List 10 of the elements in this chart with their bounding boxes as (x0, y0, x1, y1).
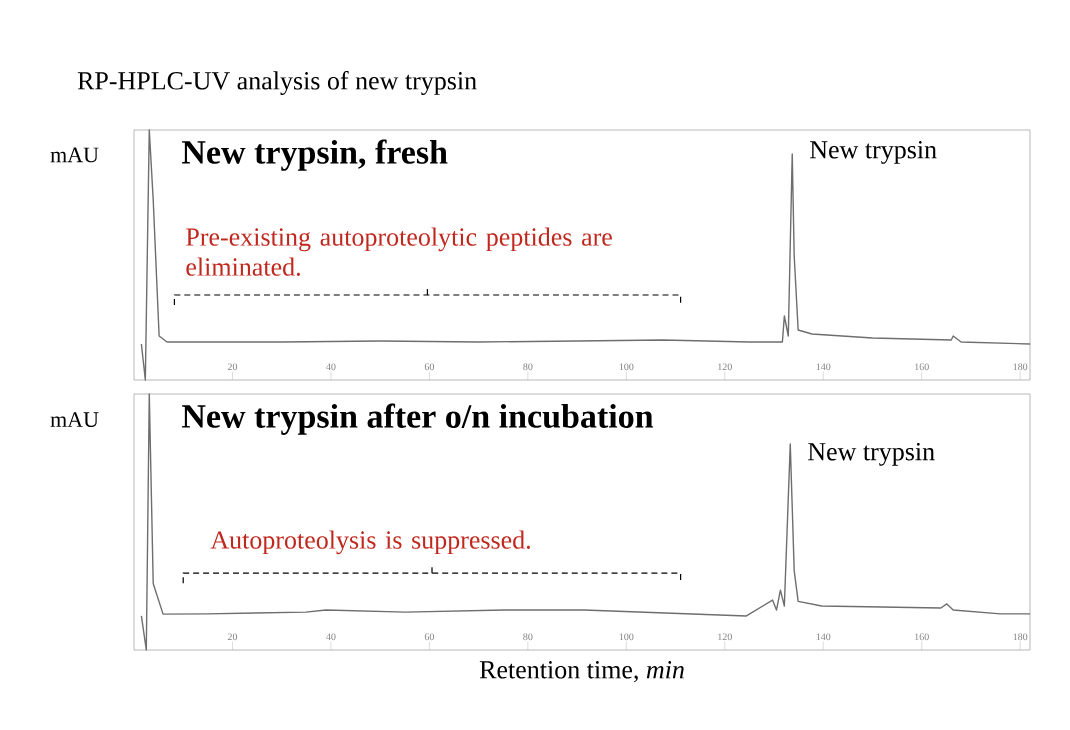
annotation: Autoproteolysis is suppressed. (210, 530, 530, 555)
chart-subtitle: New trypsin, fresh (182, 139, 448, 171)
x-axis-title: Retention time, min (479, 661, 684, 683)
y-axis-title: mAU (50, 147, 99, 163)
annotation: New trypsin (808, 442, 935, 466)
y-axis-title: mAU (50, 412, 99, 427)
chart-title: RP-HPLC-UV analysis of new trypsin (77, 71, 477, 95)
annotation: Pre-existing autoproteolytic peptides are eliminated. (186, 227, 612, 276)
chart-title: New trypsin after o/n incubation (182, 403, 654, 435)
annotation: New trypsin (810, 141, 937, 164)
